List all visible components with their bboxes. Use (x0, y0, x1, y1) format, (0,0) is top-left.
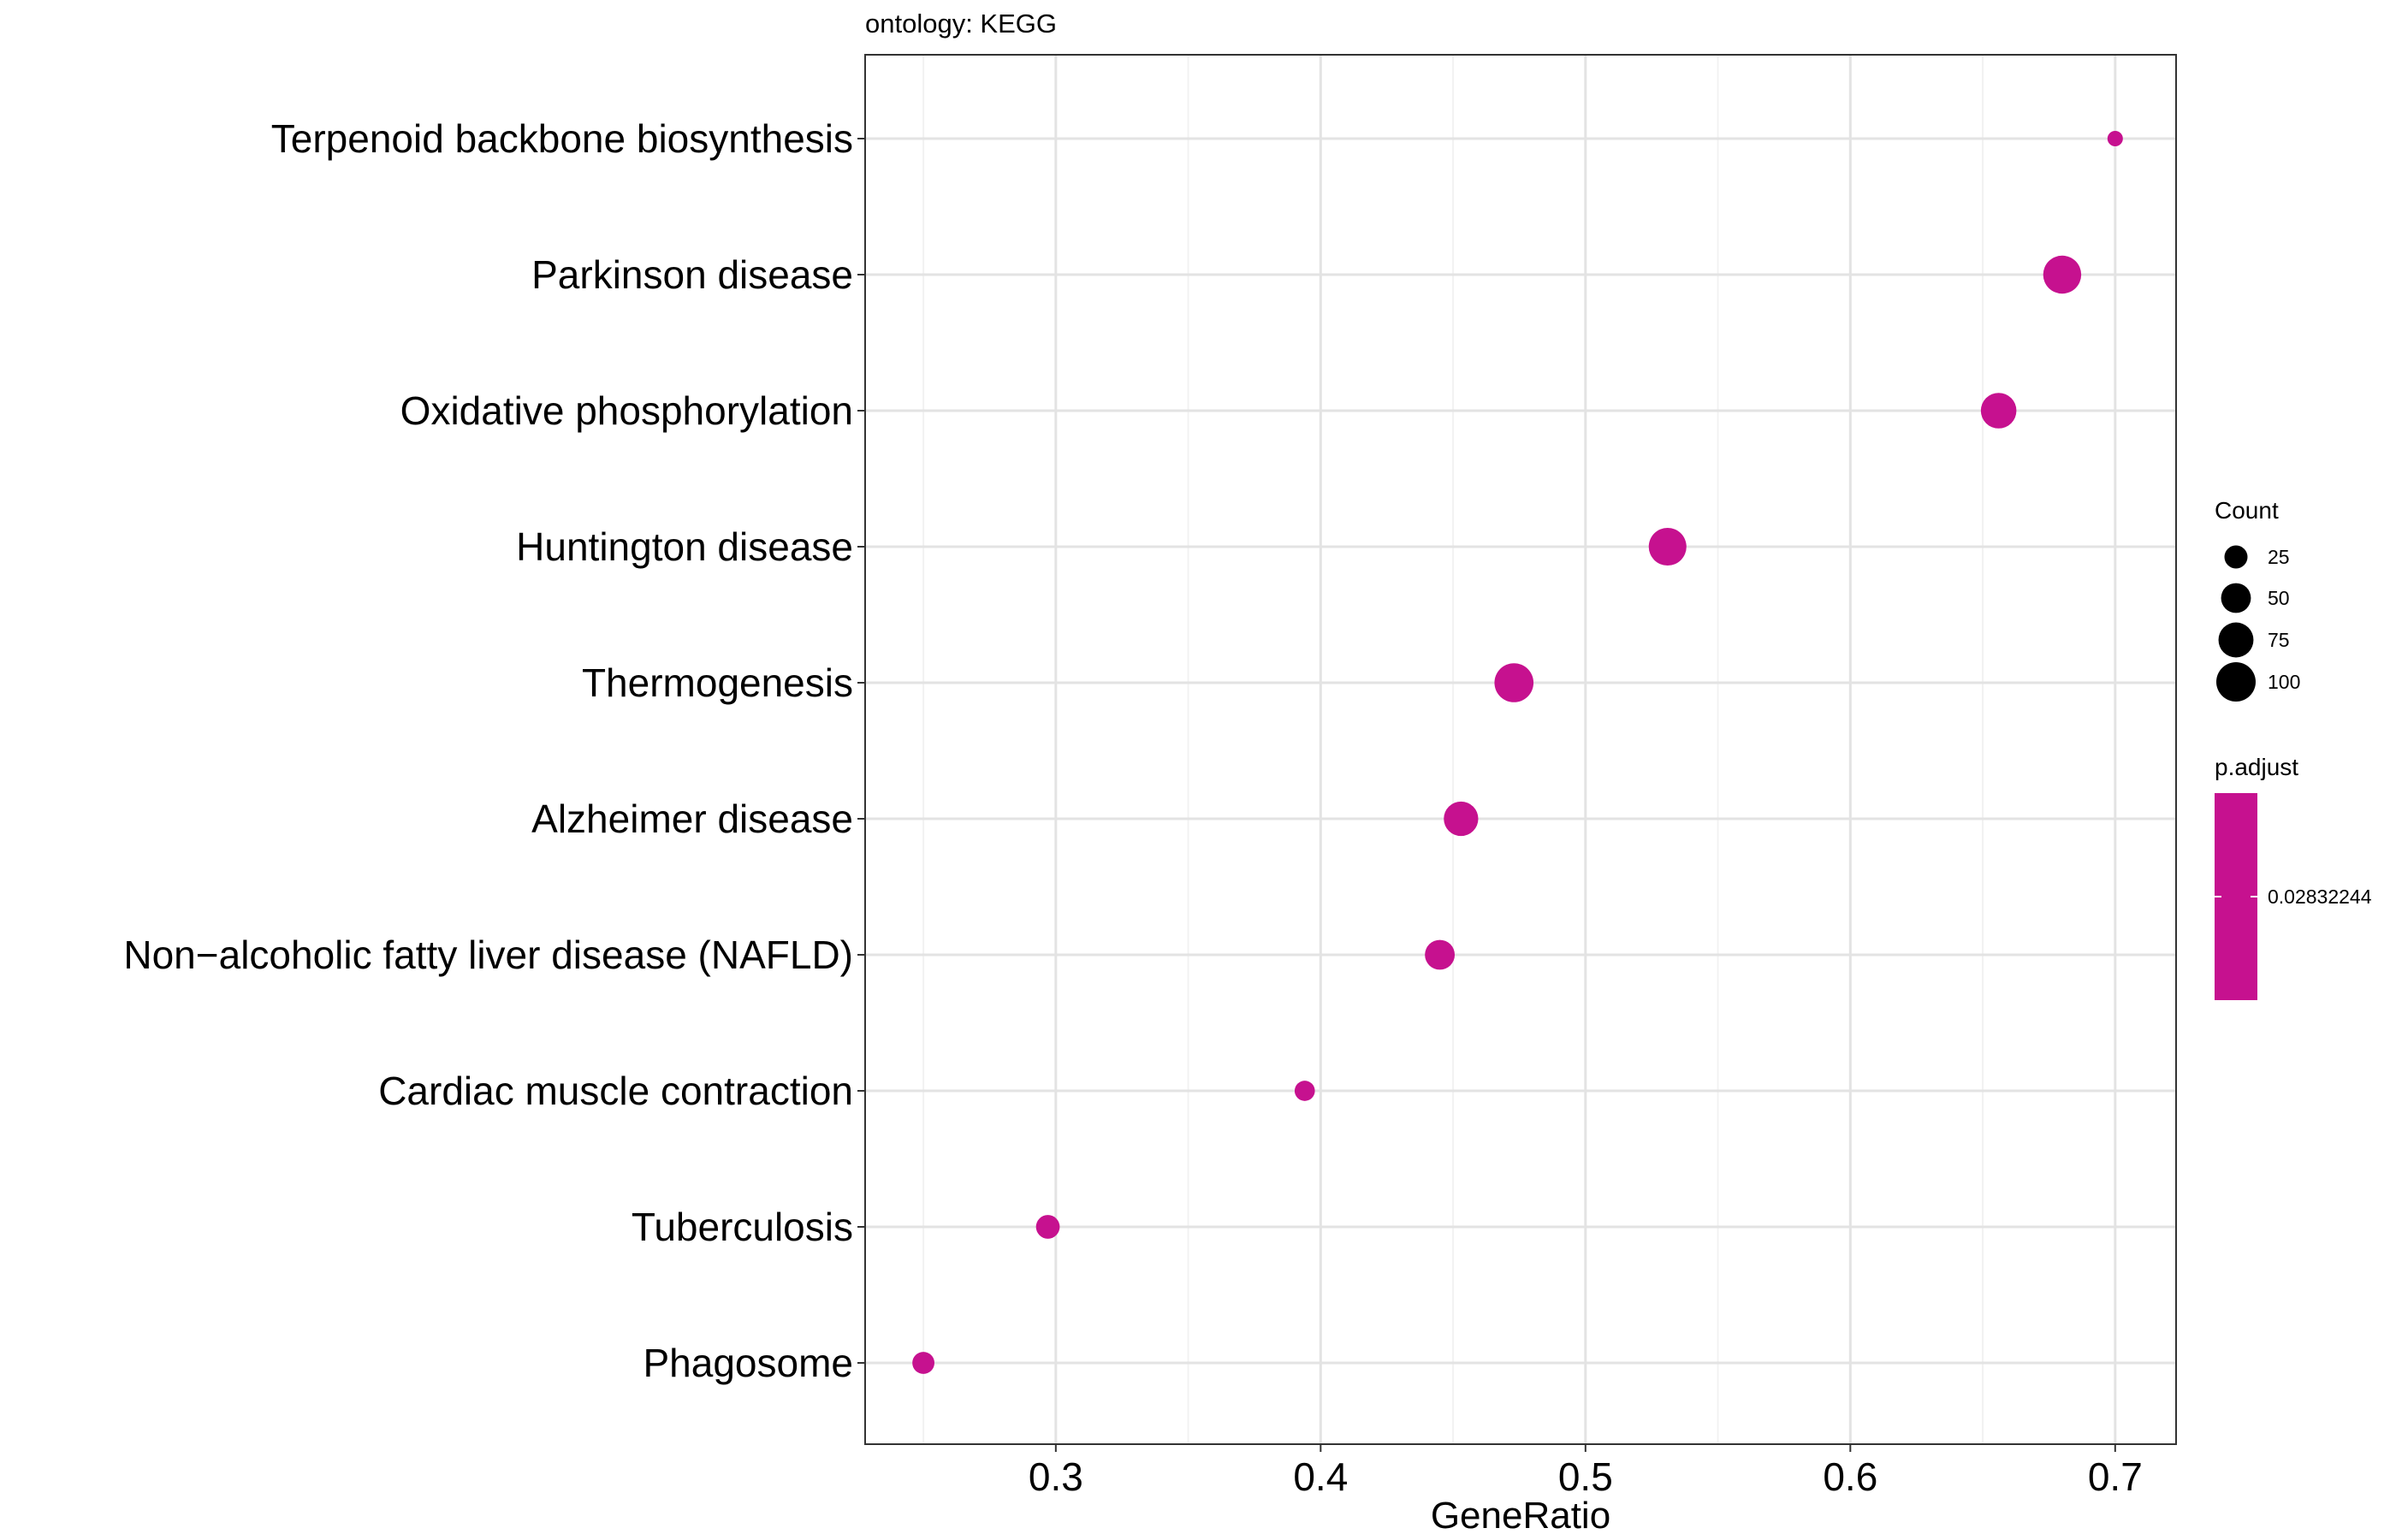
y-tick-label: Huntington disease (516, 524, 853, 569)
y-tick-label: Thermogenesis (582, 660, 853, 705)
y-tick-label: Cardiac muscle contraction (378, 1069, 853, 1113)
legend-size-label: 75 (2268, 629, 2290, 651)
y-tick-label: Phagosome (643, 1341, 854, 1385)
legend-size-dot (2216, 662, 2256, 702)
data-point (1294, 1081, 1315, 1101)
data-point (2043, 255, 2082, 294)
x-tick-label: 0.5 (1558, 1454, 1613, 1499)
chart-title: ontology: KEGG (865, 9, 1057, 38)
data-point (1425, 939, 1456, 970)
data-point (1035, 1215, 1060, 1239)
plot-panel (864, 54, 2177, 1445)
legend-size-label: 50 (2268, 587, 2290, 609)
data-point (1980, 393, 2017, 429)
legend-size-dot (2218, 622, 2254, 658)
y-tick-label: Tuberculosis (632, 1205, 853, 1249)
data-point (1444, 801, 1479, 837)
color-bar (2215, 793, 2257, 1000)
y-tick-label: Terpenoid backbone biosynthesis (271, 116, 853, 161)
y-axis: Phagosome Tuberculosis Cardiac muscle cont… (123, 116, 865, 1385)
y-tick-label: Oxidative phosphorylation (400, 388, 853, 433)
legend: Count 25 50 75 100 p.adjust 0.02832244 (2215, 497, 2372, 1000)
legend-size-dot (2224, 545, 2248, 569)
data-point (2107, 130, 2123, 147)
x-tick-label: 0.4 (1293, 1454, 1348, 1499)
legend-size-dot (2221, 583, 2251, 613)
data-point (1494, 663, 1534, 702)
y-tick-label: Non−alcoholic fatty liver disease (NAFLD… (123, 933, 853, 977)
x-axis-title: GeneRatio (1431, 1495, 1610, 1537)
y-tick-label: Parkinson disease (531, 252, 853, 297)
legend-size-title: Count (2215, 497, 2279, 524)
data-point (912, 1352, 935, 1374)
grid-lines (865, 55, 2176, 1444)
x-axis: 0.3 0.4 0.5 0.6 0.7 (1029, 1444, 2143, 1499)
x-tick-label: 0.6 (1823, 1454, 1877, 1499)
data-points (912, 130, 2123, 1374)
x-tick-label: 0.7 (2088, 1454, 2143, 1499)
x-tick-label: 0.3 (1029, 1454, 1083, 1499)
y-tick-label: Alzheimer disease (531, 797, 853, 841)
data-point (1648, 527, 1687, 566)
legend-color-title: p.adjust (2215, 754, 2298, 780)
color-bar-label: 0.02832244 (2268, 886, 2372, 908)
size-legend: 25 50 75 100 (2216, 545, 2300, 702)
legend-size-label: 100 (2268, 671, 2300, 693)
legend-size-label: 25 (2268, 546, 2290, 568)
